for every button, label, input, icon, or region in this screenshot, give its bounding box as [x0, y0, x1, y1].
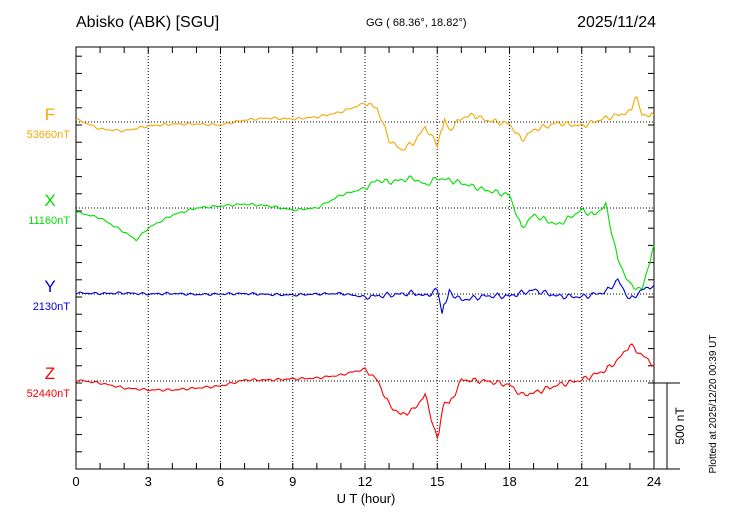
x-tick-label: 9 — [289, 474, 296, 489]
component-label-y: Y — [44, 277, 55, 296]
x-tick-label: 6 — [217, 474, 224, 489]
baseline-value-z: 52440nT — [27, 388, 71, 400]
x-tick-label: 24 — [647, 474, 661, 489]
plotted-timestamp: Plotted at 2025/12/20 00:39 UT — [708, 335, 719, 474]
scale-bar-label: 500 nT — [673, 407, 687, 445]
component-label-f: F — [45, 105, 55, 124]
x-tick-label: 3 — [145, 474, 152, 489]
baseline-value-f: 53660nT — [27, 129, 71, 141]
x-tick-label: 12 — [358, 474, 372, 489]
trace-x — [75, 175, 655, 291]
baseline-value-y: 2130nT — [33, 301, 71, 313]
trace-f — [75, 96, 655, 151]
component-label-z: Z — [45, 364, 55, 383]
x-tick-label: 0 — [72, 474, 79, 489]
component-label-x: X — [44, 191, 55, 210]
station-coords: GG ( 68.36°, 18.82°) — [366, 17, 467, 29]
date-label: 2025/11/24 — [577, 14, 656, 31]
x-tick-label: 21 — [575, 474, 589, 489]
trace-z — [75, 343, 655, 441]
x-axis-label: U T (hour) — [337, 491, 396, 506]
station-title: Abisko (ABK) [SGU] — [76, 14, 219, 31]
x-tick-label: 18 — [502, 474, 516, 489]
baseline-value-x: 11160nT — [28, 215, 70, 227]
x-tick-label: 15 — [430, 474, 444, 489]
trace-y — [75, 278, 655, 314]
